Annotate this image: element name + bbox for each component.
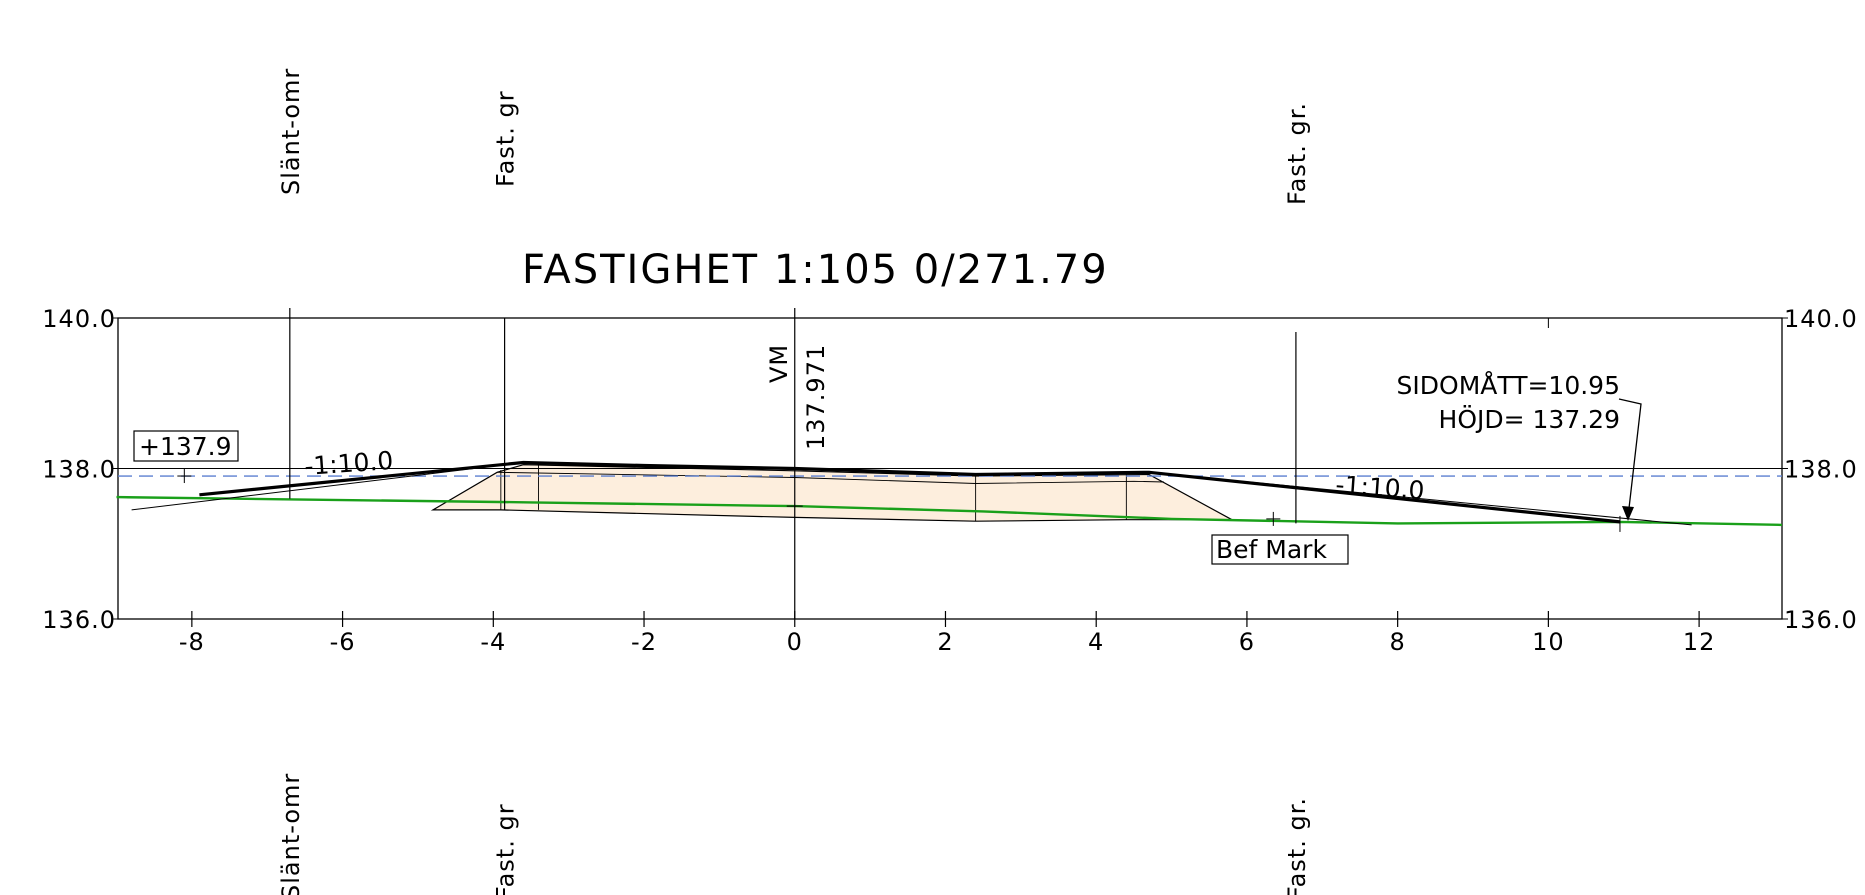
boundary-label-top: Fast. gr. — [1283, 102, 1311, 205]
x-tick-label: -2 — [631, 628, 657, 656]
x-tick-label: 0 — [787, 628, 803, 656]
ground-line — [116, 495, 1783, 527]
x-tick-label: 12 — [1683, 628, 1716, 656]
x-tick-label: -8 — [179, 628, 205, 656]
x-tick-label: -4 — [480, 628, 506, 656]
left-level-marker: +137.9 — [133, 430, 239, 462]
x-tick-label: 4 — [1088, 628, 1104, 656]
y-tick-label-right: 136.0 — [1784, 606, 1858, 634]
centerline-labels: VM 137.971 — [765, 344, 830, 450]
ground-label-box: Bef Mark — [1211, 534, 1349, 565]
centerline-label: VM — [765, 344, 793, 383]
x-tick-label: 2 — [937, 628, 953, 656]
y-tick-label-left: 138.0 — [42, 456, 116, 484]
x-tick-label: 6 — [1239, 628, 1255, 656]
y-tick-label-right: 138.0 — [1784, 456, 1858, 484]
boundary-label-bottom: Fast. gr — [492, 803, 520, 895]
right-slope-label: -1:10.0 — [1335, 470, 1426, 505]
left-slope-label: -1:10.0 — [303, 446, 394, 481]
left-level-label: +137.9 — [139, 432, 232, 461]
boundary-label-bottom: Slänt-omr — [277, 773, 305, 895]
x-tick-label: 8 — [1390, 628, 1406, 656]
centerline-elevation: 137.971 — [802, 344, 830, 450]
y-tick-label-left: 140.0 — [42, 305, 116, 333]
x-tick-label: -6 — [330, 628, 356, 656]
boundary-label-top: Fast. gr — [492, 90, 520, 187]
boundary-label-top: Slänt-omr — [277, 68, 305, 195]
boundary-label-bottom: Fast. gr. — [1283, 797, 1311, 895]
y-tick-label-left: 136.0 — [42, 606, 116, 634]
side-measure-label: SIDOMÅTT=10.95 — [1397, 371, 1620, 400]
y-tick-label-right: 140.0 — [1784, 305, 1858, 333]
drawing-title: FASTIGHET 1:105 0/271.79 — [522, 247, 1109, 293]
x-tick-label: 10 — [1532, 628, 1565, 656]
pavement-body — [430, 464, 1233, 522]
height-label: HÖJD= 137.29 — [1439, 405, 1620, 434]
ground-label: Bef Mark — [1216, 535, 1327, 564]
side-measure-callout: SIDOMÅTT=10.95 HÖJD= 137.29 — [1397, 371, 1642, 521]
